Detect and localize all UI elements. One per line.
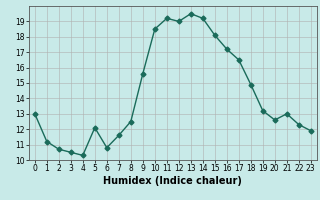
X-axis label: Humidex (Indice chaleur): Humidex (Indice chaleur) <box>103 176 242 186</box>
